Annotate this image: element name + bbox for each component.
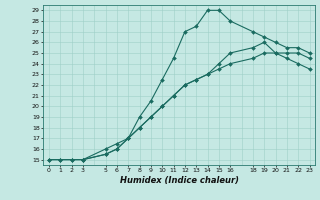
X-axis label: Humidex (Indice chaleur): Humidex (Indice chaleur) bbox=[120, 176, 239, 185]
